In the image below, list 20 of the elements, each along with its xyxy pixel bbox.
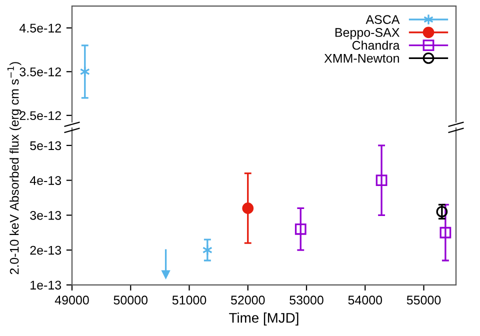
legend-label: Chandra bbox=[352, 40, 400, 50]
x-tick-label: 52000 bbox=[231, 296, 265, 305]
x-tick-label: 50000 bbox=[114, 296, 148, 305]
x-tick-label: 54000 bbox=[348, 296, 382, 305]
x-axis-title: Time [MJD] bbox=[229, 312, 298, 326]
legend-label: Beppo-SAX bbox=[335, 28, 400, 40]
y-tick-label: 5e-13 bbox=[30, 141, 62, 150]
y-tick-label: 1e-13 bbox=[30, 280, 62, 290]
y-tick-label: 3e-13 bbox=[30, 210, 62, 220]
x-tick-label: 51000 bbox=[172, 296, 206, 305]
x-tick-label: 55000 bbox=[406, 296, 441, 305]
y-tick-label: 4e-13 bbox=[30, 176, 62, 185]
y-tick-label: 2.5e-12 bbox=[20, 111, 61, 120]
x-tick-label: 53000 bbox=[290, 296, 324, 305]
y-tick-label: 2e-13 bbox=[30, 246, 62, 255]
y-tick-label: 3.5e-12 bbox=[20, 67, 61, 76]
legend-label: ASCA bbox=[366, 15, 400, 24]
legend-label: XMM-Newton bbox=[324, 54, 399, 63]
x-tick-label: 49000 bbox=[54, 296, 89, 305]
y-tick-label: 4.5e-12 bbox=[19, 24, 61, 33]
